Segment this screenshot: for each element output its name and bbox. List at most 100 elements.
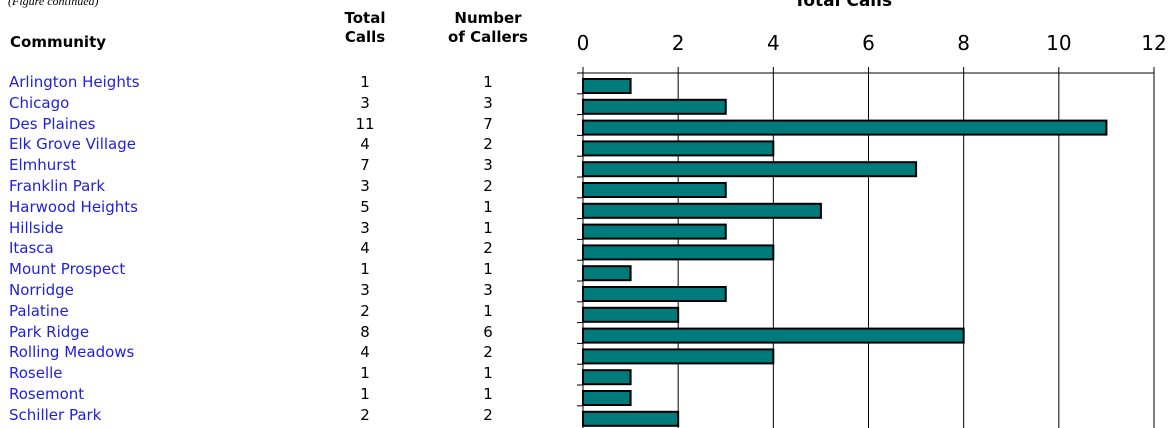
bar-norridge	[582, 286, 727, 302]
total-calls-cell: 2	[360, 405, 370, 424]
total-calls-cell: 1	[360, 364, 370, 383]
callers-header-line-2: of Callers	[448, 28, 528, 46]
bar-itasca	[582, 244, 775, 261]
total-calls-cell: 4	[360, 135, 370, 154]
number-of-callers-cell: 7	[483, 114, 493, 133]
number-of-callers-cell: 1	[483, 301, 493, 320]
bar-palatine	[582, 306, 680, 323]
total-calls-header-line-1: Total	[344, 9, 386, 27]
total-calls-column-header: Total Calls	[325, 9, 405, 47]
bar-arlington-heights	[582, 78, 632, 94]
x-tick-label: 8	[957, 31, 970, 55]
community-link[interactable]: Des Plaines	[9, 114, 96, 133]
figure-continued-note: (Figure continued)	[8, 0, 99, 8]
number-of-callers-cell: 1	[483, 218, 493, 237]
bar-mount-prospect	[582, 265, 632, 282]
number-of-callers-cell: 6	[483, 322, 493, 341]
community-link[interactable]: Chicago	[9, 93, 70, 112]
total-calls-cell: 8	[360, 322, 370, 341]
number-of-callers-cell: 3	[483, 281, 493, 299]
number-of-callers-cell: 2	[483, 343, 493, 362]
total-calls-cell: 4	[360, 239, 370, 258]
total-calls-cell: 3	[360, 177, 370, 195]
table-row: Palatine 2 1	[0, 301, 560, 322]
number-of-callers-cell: 1	[483, 364, 493, 383]
table-row: Roselle 1 1	[0, 363, 560, 384]
total-calls-cell: 1	[360, 385, 370, 403]
table-row: Hillside 3 1	[0, 218, 560, 239]
bar-franklin-park	[582, 182, 727, 198]
community-link[interactable]: Rosemont	[9, 385, 85, 403]
number-of-callers-cell: 2	[483, 239, 493, 258]
community-link[interactable]: Elk Grove Village	[9, 135, 136, 154]
table-row: Itasca 4 2	[0, 238, 560, 259]
table-row: Norridge 3 3	[0, 280, 560, 301]
community-link[interactable]: Arlington Heights	[9, 73, 140, 91]
number-of-callers-cell: 2	[483, 177, 493, 195]
bar-harwood-heights	[582, 202, 822, 219]
total-calls-cell: 2	[360, 301, 370, 320]
bar-chicago	[582, 98, 727, 115]
chart-title: Total Calls	[794, 0, 893, 11]
x-tick-label: 12	[1141, 31, 1166, 55]
community-link[interactable]: Elmhurst	[9, 156, 77, 175]
community-link[interactable]: Schiller Park	[9, 405, 102, 424]
x-tick-label: 4	[767, 31, 780, 55]
table-row: Elmhurst 7 3	[0, 155, 560, 176]
community-link[interactable]: Mount Prospect	[9, 260, 126, 279]
table-row: Mount Prospect 1 1	[0, 259, 560, 280]
x-tick-label: 2	[672, 31, 685, 55]
community-link[interactable]: Franklin Park	[9, 177, 106, 195]
x-tick-label: 10	[1046, 31, 1071, 55]
table-row: Des Plaines 11 7	[0, 114, 560, 135]
total-calls-cell: 4	[360, 343, 370, 362]
bar-elk-grove-village	[582, 140, 775, 157]
callers-header-line-1: Number	[454, 9, 522, 27]
community-link[interactable]: Park Ridge	[9, 322, 90, 341]
community-column-header: Community	[10, 33, 107, 51]
bar-hillside	[582, 223, 727, 240]
number-of-callers-cell: 3	[483, 93, 493, 112]
total-calls-cell: 11	[355, 114, 375, 133]
x-tick-label: 0	[577, 31, 590, 55]
total-calls-cell: 3	[360, 281, 370, 299]
community-link[interactable]: Roselle	[9, 364, 63, 383]
number-of-callers-cell: 2	[483, 405, 493, 424]
community-link[interactable]: Palatine	[9, 301, 69, 320]
total-calls-cell: 1	[360, 73, 370, 91]
community-link[interactable]: Itasca	[9, 239, 54, 258]
bar-park-ridge	[582, 327, 965, 344]
bar-des-plaines	[582, 119, 1108, 136]
table-row: Park Ridge 8 6	[0, 322, 560, 343]
total-calls-cell: 3	[360, 93, 370, 112]
number-of-callers-cell: 1	[483, 260, 493, 279]
total-calls-cell: 7	[360, 156, 370, 175]
number-of-callers-cell: 3	[483, 156, 493, 175]
table-row: Rolling Meadows 4 2	[0, 342, 560, 363]
bar-rosemont	[582, 390, 632, 406]
total-calls-cell: 3	[360, 218, 370, 237]
bar-schiller-park	[582, 410, 680, 427]
table-row: Franklin Park 3 2	[0, 176, 560, 197]
total-calls-cell: 1	[360, 260, 370, 279]
community-link[interactable]: Hillside	[9, 218, 64, 237]
table-row: Elk Grove Village 4 2	[0, 134, 560, 155]
total-calls-cell: 5	[360, 197, 370, 216]
table-row: Chicago 3 3	[0, 93, 560, 114]
number-of-callers-cell: 1	[483, 197, 493, 216]
number-of-callers-cell: 2	[483, 135, 493, 154]
table-row: Harwood Heights 5 1	[0, 197, 560, 218]
community-link[interactable]: Norridge	[9, 281, 74, 299]
number-of-callers-cell: 1	[483, 73, 493, 91]
bar-roselle	[582, 369, 632, 386]
number-of-callers-column-header: Number of Callers	[436, 9, 540, 47]
bar-rolling-meadows	[582, 348, 775, 365]
table-row: Rosemont 1 1	[0, 384, 560, 405]
bar-elmhurst	[582, 161, 918, 178]
community-link[interactable]: Harwood Heights	[9, 197, 138, 216]
table-row: Arlington Heights 1 1	[0, 72, 560, 93]
community-link[interactable]: Rolling Meadows	[9, 343, 135, 362]
x-tick-label: 6	[862, 31, 875, 55]
number-of-callers-cell: 1	[483, 385, 493, 403]
